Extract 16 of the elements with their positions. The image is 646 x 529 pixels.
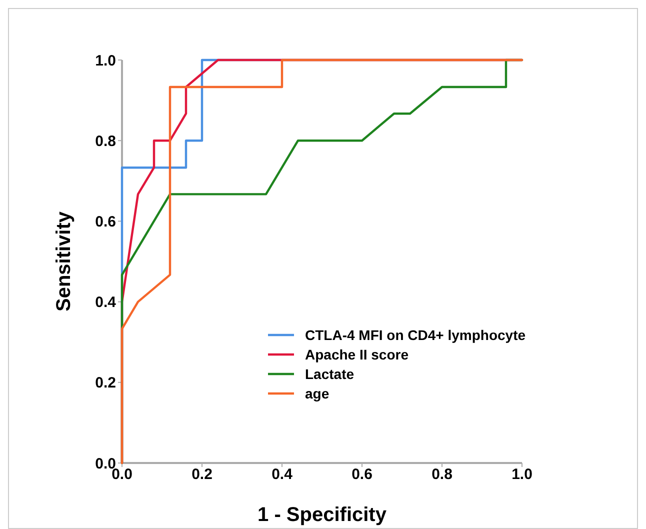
legend-label: Apache II score (305, 346, 409, 362)
x-tick-label: 1.0 (512, 466, 532, 483)
y-tick-label: 1.0 (95, 52, 116, 70)
y-tick-label: 0.6 (95, 213, 116, 230)
legend-label: CTLA-4 MFI on CD4+ lymphocyte (305, 326, 526, 343)
x-tick-label: 0.8 (432, 466, 452, 483)
legend-label: age (305, 385, 330, 402)
y-axis-title: Sensitivity (53, 210, 75, 312)
y-tick-label: 0.8 (95, 132, 116, 150)
x-tick-label: 0.2 (192, 466, 212, 483)
y-tick-label: 0.4 (95, 294, 117, 312)
y-tick-label: 0.2 (95, 374, 116, 392)
x-tick-label: 0.4 (272, 466, 294, 483)
legend-label: Lactate (305, 366, 354, 382)
x-axis-title: 1 - Specificity (258, 504, 388, 526)
x-tick-label: 0.6 (352, 466, 372, 483)
